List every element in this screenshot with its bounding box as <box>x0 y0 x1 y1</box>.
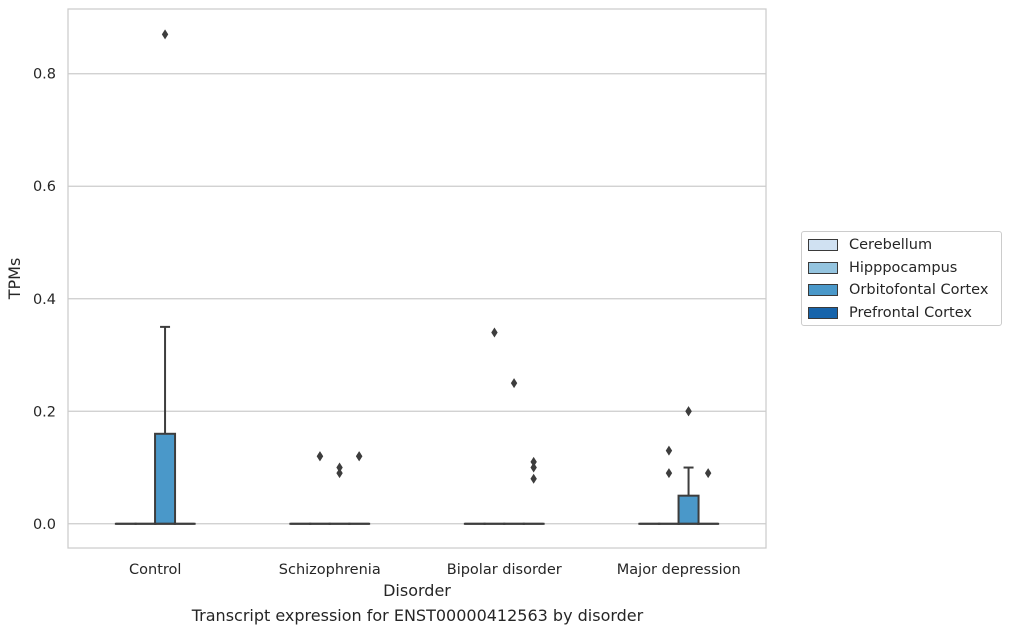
y-axis-label: TPMs <box>5 258 24 301</box>
outlier-point <box>665 468 673 479</box>
x-axis-ticks: Control Schizophrenia Bipolar disorder Majo… <box>129 562 741 578</box>
outlier-point <box>530 456 537 467</box>
box-orbitofontal-cortex <box>677 406 700 525</box>
legend: Cerebellum Hipppocampus Orbitofontal Cor… <box>801 231 1002 326</box>
outlier-point <box>355 451 363 462</box>
legend-swatch <box>808 284 838 296</box>
legend-label: Cerebellum <box>849 237 933 253</box>
box-orbitofontal-cortex <box>328 462 351 525</box>
legend-swatch <box>808 262 838 274</box>
box-hipppocampus <box>483 327 506 525</box>
chart-caption: Transcript expression for ENST0000041256… <box>191 606 644 625</box>
outlier-point <box>704 468 712 479</box>
box-prefrontal-cortex <box>522 456 545 525</box>
y-tick-label: 0.0 <box>33 517 56 533</box>
y-tick-label: 0.4 <box>33 292 56 308</box>
legend-label: Hipppocampus <box>849 260 958 276</box>
y-axis-ticks: 0.0 0.2 0.4 0.6 0.8 <box>33 67 56 533</box>
y-tick-label: 0.2 <box>33 404 56 420</box>
legend-swatch <box>808 307 838 319</box>
y-tick-label: 0.6 <box>33 179 56 195</box>
outlier-point <box>510 378 518 389</box>
box-series <box>114 29 720 525</box>
legend-swatch <box>808 239 838 251</box>
outlier-point <box>336 462 343 473</box>
legend-item-cerebellum[interactable]: Cerebellum <box>808 236 932 254</box>
box <box>677 494 700 525</box>
box-hipppocampus <box>657 445 680 525</box>
outlier-point <box>685 406 692 417</box>
outlier-point <box>530 473 537 484</box>
outlier-point <box>161 29 169 40</box>
legend-label: Prefrontal Cortex <box>849 305 972 321</box>
x-tick-label: Bipolar disorder <box>447 562 562 578</box>
box-hipppocampus <box>308 451 331 525</box>
x-tick-label: Control <box>129 562 181 578</box>
legend-item-prefrontal-cortex[interactable]: Prefrontal Cortex <box>808 304 972 322</box>
box <box>154 432 177 525</box>
box-prefrontal-cortex <box>697 468 720 525</box>
legend-item-orbitofrontal-cortex[interactable]: Orbitofontal Cortex <box>808 281 988 299</box>
outlier-point <box>530 462 537 473</box>
outlier-point <box>491 327 498 338</box>
legend-item-hippocampus[interactable]: Hipppocampus <box>808 259 957 277</box>
x-tick-label: Major depression <box>617 562 741 578</box>
outlier-point <box>316 451 324 462</box>
x-tick-label: Schizophrenia <box>279 562 381 578</box>
legend-label: Orbitofontal Cortex <box>849 282 989 298</box>
x-axis-label: Disorder <box>383 581 451 600</box>
box-orbitofontal-cortex <box>503 378 526 525</box>
outlier-point <box>665 445 673 456</box>
plot-area-frame <box>67 8 767 549</box>
box-prefrontal-cortex <box>348 451 371 525</box>
box-orbitofontal-cortex <box>154 29 177 525</box>
y-tick-label: 0.8 <box>33 67 56 83</box>
outlier-point <box>336 468 343 479</box>
